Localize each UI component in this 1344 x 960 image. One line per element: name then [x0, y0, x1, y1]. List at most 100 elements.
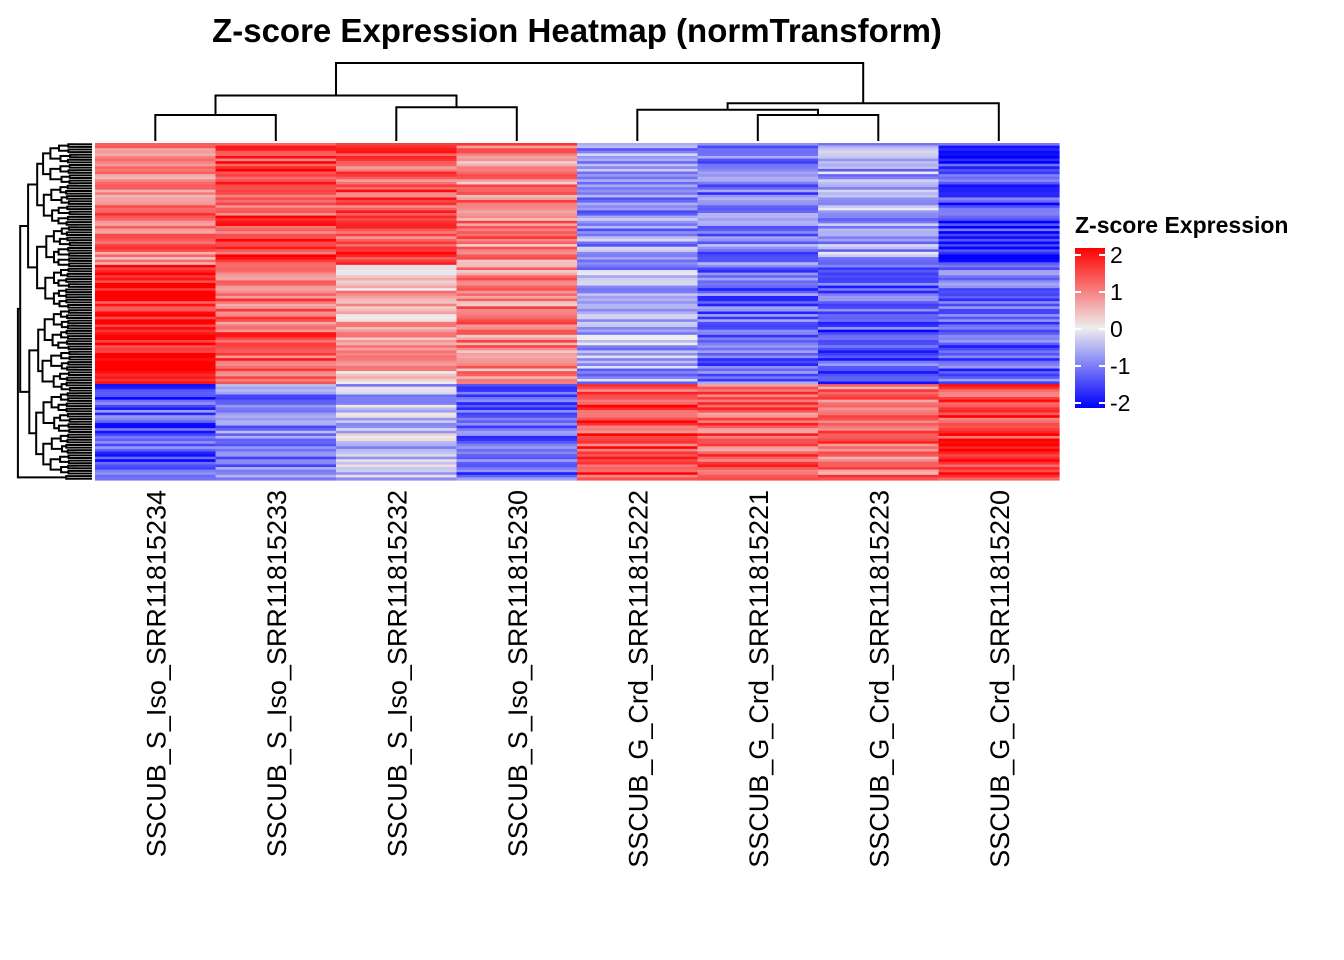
heatmap-cell	[336, 161, 458, 165]
row-dendrogram-branch	[66, 184, 78, 190]
heatmap-cell	[818, 365, 940, 370]
heatmap-cell	[456, 200, 578, 204]
heatmap-cell	[577, 397, 699, 401]
heatmap-cell	[95, 368, 217, 372]
heatmap-cell	[456, 153, 578, 157]
heatmap-cell	[336, 187, 458, 191]
row-dendrogram-branch	[68, 350, 78, 356]
heatmap-cell	[938, 314, 1060, 318]
heatmap-cell	[938, 205, 1060, 209]
heatmap-cell	[215, 202, 337, 206]
row-dendrogram-branch	[65, 221, 78, 226]
heatmap-cell	[938, 454, 1060, 458]
heatmap-cell	[215, 371, 337, 375]
heatmap-cell	[577, 407, 699, 411]
heatmap-cell	[336, 363, 458, 367]
heatmap-cell	[336, 425, 458, 429]
heatmap-cell	[95, 148, 217, 152]
row-dendrogram-branch	[68, 355, 78, 361]
heatmap-cell	[95, 371, 217, 375]
heatmap-cell	[818, 477, 940, 481]
heatmap-cell	[215, 301, 337, 305]
heatmap-cell	[95, 420, 217, 424]
heatmap-cell	[336, 220, 458, 224]
heatmap-cell	[215, 327, 337, 331]
heatmap-cell	[95, 200, 217, 204]
heatmap-cell	[95, 306, 217, 310]
heatmap-cell	[938, 246, 1060, 250]
heatmap-cell	[697, 236, 819, 240]
heatmap-cell	[577, 192, 699, 196]
heatmap-cell	[938, 231, 1060, 235]
heatmap-cell	[95, 290, 217, 294]
heatmap-cell	[818, 329, 940, 333]
heatmap-cell	[697, 386, 819, 390]
heatmap-cell	[95, 316, 217, 320]
row-dendrogram-branch	[66, 324, 78, 330]
heatmap-cell	[215, 474, 337, 479]
heatmap-cell	[938, 451, 1060, 455]
heatmap-cell	[95, 397, 217, 401]
heatmap-cell	[336, 168, 458, 173]
heatmap-cell	[95, 433, 217, 437]
heatmap-cell	[697, 246, 819, 250]
heatmap-cell	[818, 327, 940, 331]
heatmap-cell	[697, 397, 819, 401]
heatmap-cell	[938, 337, 1060, 341]
heatmap-cell	[215, 404, 337, 409]
heatmap-cell	[215, 441, 337, 445]
heatmap-cell	[95, 443, 217, 447]
heatmap-cell	[577, 280, 699, 284]
heatmap-cell	[938, 179, 1060, 183]
heatmap-cell	[215, 347, 337, 351]
heatmap-cell	[697, 215, 819, 219]
heatmap-cell	[95, 329, 217, 333]
heatmap-cell	[938, 215, 1060, 219]
heatmap-cell	[697, 275, 819, 279]
heatmap-cell	[697, 459, 819, 463]
heatmap-cell	[577, 399, 699, 403]
row-dendrogram-branch	[66, 215, 78, 221]
heatmap-cell	[938, 448, 1060, 453]
heatmap-cell	[697, 360, 819, 364]
heatmap-cell	[577, 267, 699, 271]
heatmap-cell	[697, 378, 819, 383]
row-dendrogram-branch	[67, 304, 78, 309]
heatmap-cell	[938, 200, 1060, 204]
heatmap-cell	[938, 467, 1060, 471]
row-dendrogram-branch	[68, 387, 78, 392]
heatmap-cell	[336, 311, 458, 315]
heatmap-cell	[818, 168, 940, 173]
legend-tick-label: 0	[1110, 316, 1123, 342]
row-dendrogram-branch	[60, 466, 69, 474]
heatmap-cell	[577, 251, 699, 256]
heatmap-cell	[95, 412, 217, 416]
chart-title: Z-score Expression Heatmap (normTransfor…	[212, 12, 942, 49]
heatmap-cell	[577, 290, 699, 294]
heatmap-cell	[577, 358, 699, 362]
heatmap-cell	[938, 251, 1060, 256]
heatmap-cell	[818, 202, 940, 206]
heatmap-cell	[336, 329, 458, 333]
heatmap-cell	[95, 155, 217, 160]
heatmap-cell	[697, 327, 819, 331]
heatmap-cell	[938, 184, 1060, 188]
row-dendrogram-branch	[60, 320, 69, 329]
heatmap-cell	[95, 446, 217, 450]
heatmap-cell	[577, 262, 699, 266]
heatmap-cell	[818, 295, 940, 300]
heatmap-cell	[577, 316, 699, 320]
heatmap-cell	[577, 228, 699, 232]
heatmap-cell	[577, 373, 699, 377]
heatmap-cell	[697, 189, 819, 193]
heatmap-cell	[95, 350, 217, 354]
heatmap-cell	[938, 238, 1060, 243]
heatmap-cells	[95, 143, 1060, 481]
heatmap-cell	[818, 179, 940, 183]
row-dendrogram-branch	[66, 340, 78, 345]
heatmap-cell	[818, 433, 940, 437]
heatmap-cell	[336, 386, 458, 390]
heatmap-cell	[336, 285, 458, 289]
heatmap-cell	[336, 249, 458, 253]
heatmap-cell	[336, 316, 458, 320]
